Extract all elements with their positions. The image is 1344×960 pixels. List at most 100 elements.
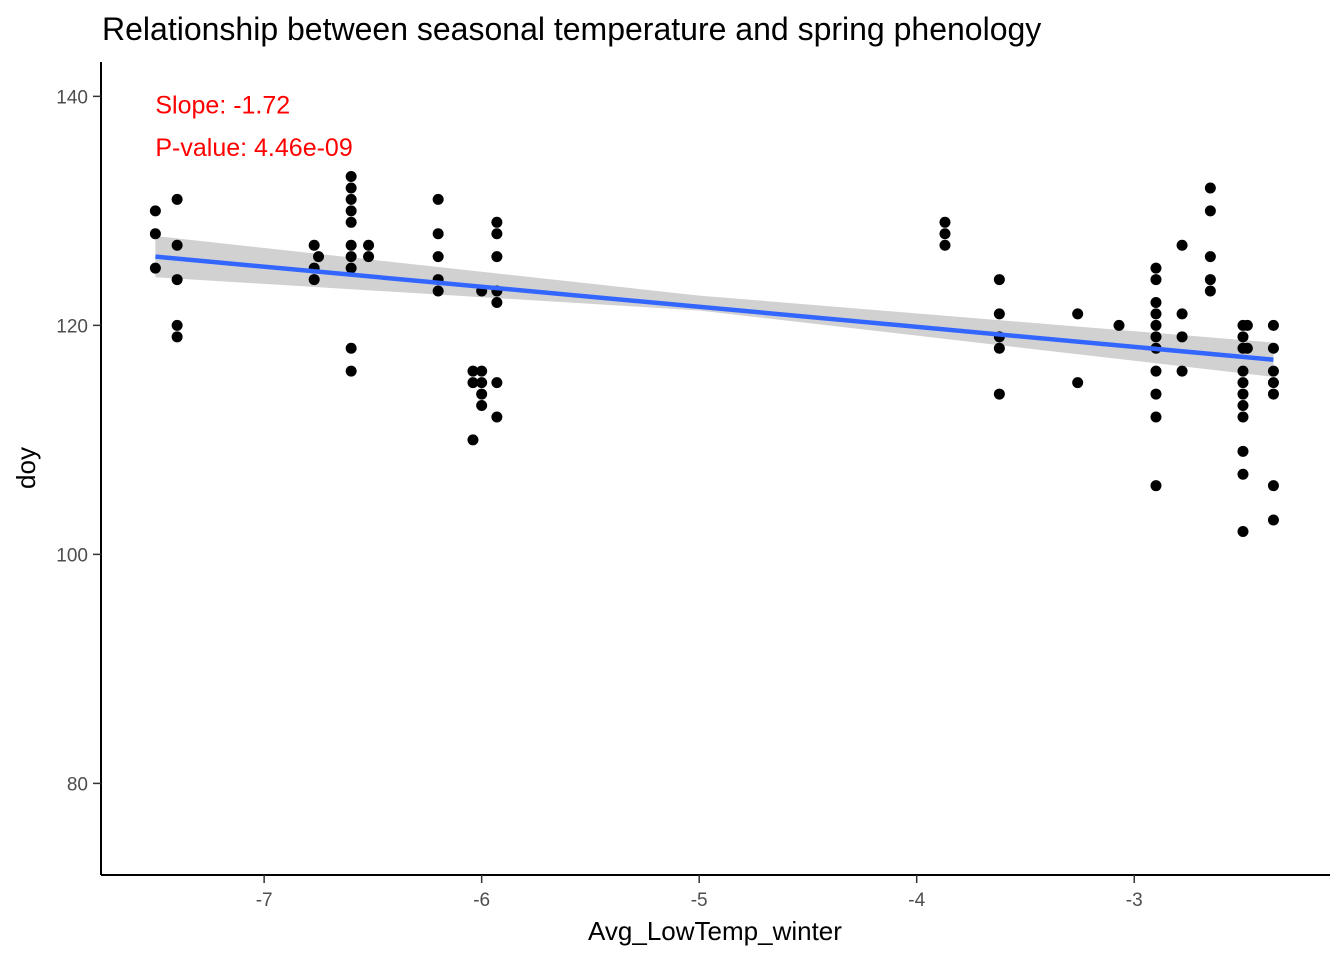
data-point: [1237, 445, 1249, 457]
data-point: [1150, 365, 1162, 377]
data-point: [939, 239, 951, 251]
data-point: [345, 171, 357, 183]
data-point: [1150, 331, 1162, 343]
data-point: [1150, 308, 1162, 320]
data-point: [432, 251, 444, 263]
data-point: [491, 377, 503, 389]
y-tick-label: 140: [56, 87, 88, 108]
ticks-layer: -7 -6 -5 -4 -3 80 100 120 140: [56, 87, 1142, 911]
data-point: [345, 205, 357, 217]
data-point: [171, 274, 183, 286]
data-point: [1176, 365, 1188, 377]
fit-line: [155, 254, 1274, 362]
data-point: [476, 388, 488, 400]
data-point: [1237, 525, 1249, 537]
data-point: [308, 239, 320, 251]
data-point: [149, 228, 161, 240]
data-point: [939, 216, 951, 228]
data-point: [1237, 388, 1249, 400]
data-point: [1241, 342, 1253, 354]
data-point: [1150, 411, 1162, 423]
chart-title: Relationship between seasonal temperatur…: [102, 11, 1041, 47]
data-point: [939, 228, 951, 240]
data-point: [345, 216, 357, 228]
data-point: [476, 377, 488, 389]
data-point: [432, 228, 444, 240]
data-point: [1176, 308, 1188, 320]
data-point: [1204, 251, 1216, 263]
data-point: [345, 251, 357, 263]
data-point: [1176, 239, 1188, 251]
data-point: [467, 377, 479, 389]
data-point: [1267, 514, 1279, 526]
data-point: [1150, 296, 1162, 308]
data-point: [993, 274, 1005, 286]
data-point: [1150, 480, 1162, 492]
x-tick-label: -7: [256, 890, 273, 911]
data-point: [345, 182, 357, 194]
data-point: [1267, 388, 1279, 400]
data-point: [476, 400, 488, 412]
data-point: [491, 216, 503, 228]
data-point: [1150, 274, 1162, 286]
axes-layer: [100, 62, 1330, 876]
data-point: [1237, 331, 1249, 343]
data-point: [476, 365, 488, 377]
data-point: [1267, 365, 1279, 377]
data-point: [993, 342, 1005, 354]
data-point: [1237, 411, 1249, 423]
y-tick-label: 100: [56, 545, 88, 566]
data-point: [149, 262, 161, 274]
data-point: [345, 365, 357, 377]
data-point: [308, 274, 320, 286]
annotation-text: Slope: -1.72: [155, 92, 290, 120]
data-point: [1204, 285, 1216, 297]
annotations-layer: Slope: -1.72 P-value: 4.46e-09: [155, 92, 352, 162]
y-tick-label: 120: [56, 316, 88, 337]
y-tick-label: 80: [67, 774, 88, 795]
data-point: [1267, 319, 1279, 331]
data-point: [1113, 319, 1125, 331]
x-tick-label: -6: [473, 890, 490, 911]
data-point: [1204, 205, 1216, 217]
data-point: [345, 262, 357, 274]
data-point: [1204, 274, 1216, 286]
fit-line-layer: [155, 254, 1274, 362]
x-axis-title: Avg_LowTemp_winter: [588, 916, 842, 946]
data-point: [1241, 319, 1253, 331]
x-tick-label: -4: [908, 890, 925, 911]
data-point: [1267, 480, 1279, 492]
data-point: [467, 434, 479, 446]
data-point: [1237, 365, 1249, 377]
data-point: [1150, 319, 1162, 331]
data-point: [345, 193, 357, 205]
data-point: [363, 239, 375, 251]
data-point: [491, 251, 503, 263]
data-point: [467, 365, 479, 377]
data-point: [432, 285, 444, 297]
data-point: [171, 193, 183, 205]
data-point: [149, 205, 161, 217]
data-point: [491, 228, 503, 240]
x-tick-label: -3: [1126, 890, 1143, 911]
data-point: [171, 331, 183, 343]
data-point: [491, 411, 503, 423]
data-point: [345, 239, 357, 251]
data-point: [1072, 308, 1084, 320]
data-point: [1150, 388, 1162, 400]
data-point: [1204, 182, 1216, 194]
data-point: [993, 308, 1005, 320]
points-layer: [149, 171, 1279, 537]
data-point: [171, 239, 183, 251]
data-point: [1267, 342, 1279, 354]
data-point: [1150, 262, 1162, 274]
data-point: [345, 342, 357, 354]
data-point: [1072, 377, 1084, 389]
data-point: [171, 319, 183, 331]
x-tick-label: -5: [691, 890, 708, 911]
data-point: [1237, 468, 1249, 480]
data-point: [1237, 377, 1249, 389]
data-point: [313, 251, 325, 263]
annotation-text: P-value: 4.46e-09: [155, 134, 352, 162]
